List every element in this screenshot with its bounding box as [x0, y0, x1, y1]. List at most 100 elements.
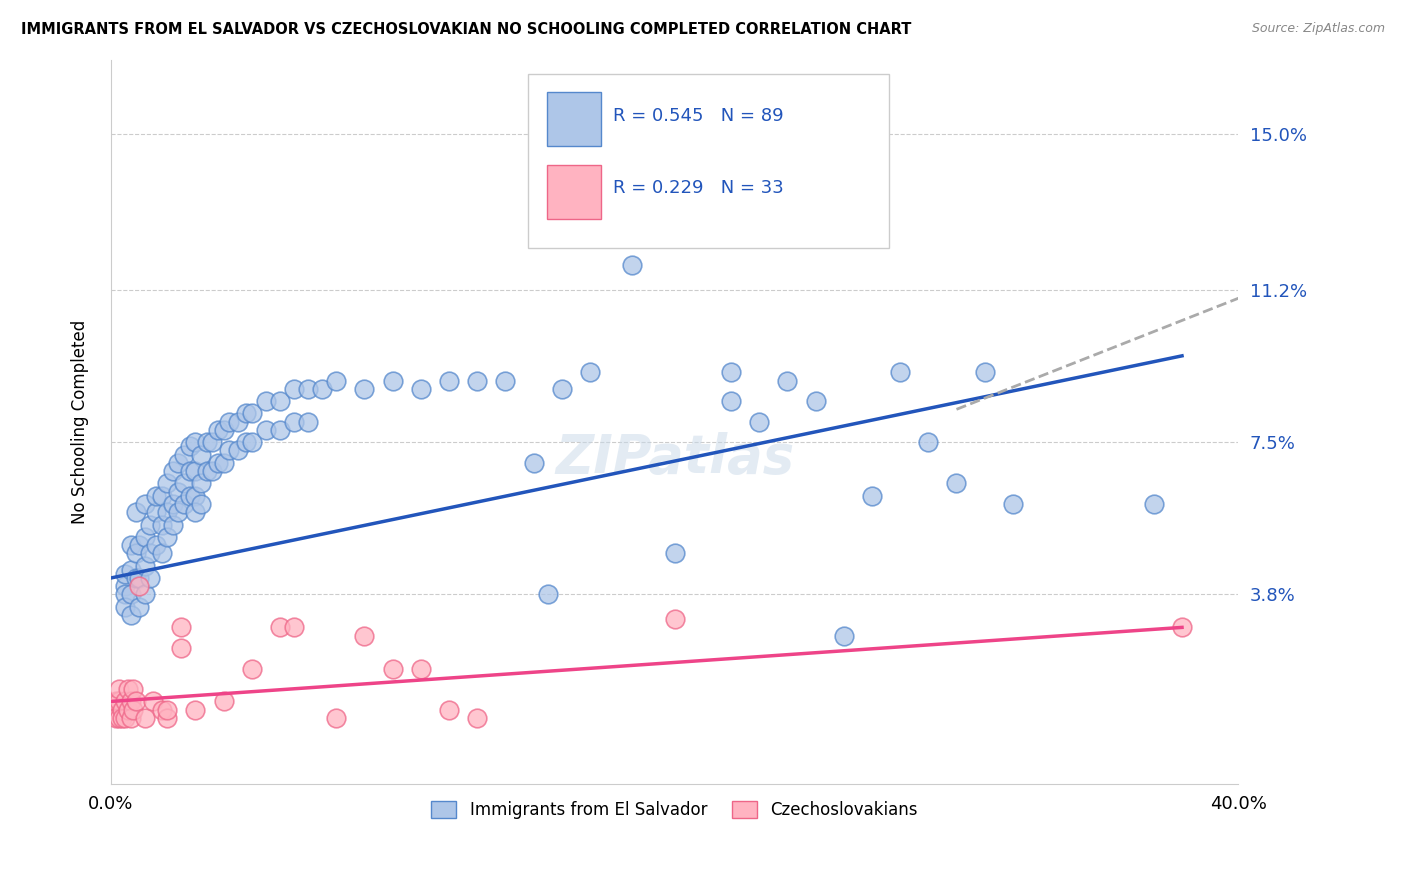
Point: [551, 382, 574, 396]
Point: [150, 489, 173, 503]
Point: [325, 711, 347, 725]
Point: [108, 694, 131, 708]
Point: [120, 563, 142, 577]
Point: [173, 497, 195, 511]
Point: [179, 439, 201, 453]
Text: Source: ZipAtlas.com: Source: ZipAtlas.com: [1251, 22, 1385, 36]
Point: [523, 456, 546, 470]
Point: [579, 365, 602, 379]
FancyBboxPatch shape: [547, 165, 602, 219]
Point: [190, 497, 212, 511]
Point: [162, 517, 184, 532]
Point: [748, 415, 770, 429]
Point: [297, 382, 319, 396]
Point: [776, 374, 799, 388]
Point: [114, 711, 136, 725]
Point: [184, 489, 207, 503]
Point: [142, 694, 165, 708]
Point: [860, 489, 883, 503]
Point: [720, 394, 742, 409]
Point: [114, 579, 136, 593]
Point: [269, 620, 291, 634]
Point: [179, 489, 201, 503]
Point: [105, 694, 128, 708]
Point: [111, 711, 134, 725]
Point: [134, 530, 156, 544]
Point: [184, 464, 207, 478]
Point: [114, 599, 136, 614]
Point: [184, 505, 207, 519]
Point: [117, 682, 139, 697]
Point: [173, 476, 195, 491]
Point: [125, 505, 148, 519]
Point: [226, 415, 249, 429]
Point: [134, 587, 156, 601]
Point: [145, 538, 167, 552]
Point: [195, 464, 218, 478]
Point: [173, 448, 195, 462]
Point: [235, 406, 257, 420]
Point: [297, 415, 319, 429]
Point: [254, 394, 277, 409]
Point: [167, 505, 190, 519]
Point: [283, 382, 305, 396]
Point: [537, 587, 560, 601]
Point: [117, 703, 139, 717]
Point: [139, 571, 162, 585]
Point: [167, 484, 190, 499]
Point: [664, 612, 686, 626]
Point: [170, 620, 193, 634]
Point: [409, 382, 432, 396]
Point: [162, 464, 184, 478]
Point: [114, 566, 136, 581]
Point: [437, 374, 460, 388]
Point: [134, 497, 156, 511]
Point: [465, 374, 488, 388]
Y-axis label: No Schooling Completed: No Schooling Completed: [72, 319, 89, 524]
Point: [128, 538, 150, 552]
Point: [145, 505, 167, 519]
Point: [190, 476, 212, 491]
Point: [128, 571, 150, 585]
Point: [111, 703, 134, 717]
Point: [325, 374, 347, 388]
Point: [134, 711, 156, 725]
Point: [195, 435, 218, 450]
Point: [125, 546, 148, 560]
Point: [120, 694, 142, 708]
Point: [212, 423, 235, 437]
Point: [832, 629, 855, 643]
Point: [179, 464, 201, 478]
Point: [269, 423, 291, 437]
Point: [207, 423, 229, 437]
Point: [122, 703, 145, 717]
Text: ZIPatlas: ZIPatlas: [555, 432, 794, 483]
Point: [437, 703, 460, 717]
Point: [128, 579, 150, 593]
Point: [128, 599, 150, 614]
Point: [190, 448, 212, 462]
Point: [381, 374, 404, 388]
Point: [134, 558, 156, 573]
Point: [804, 394, 827, 409]
Point: [226, 443, 249, 458]
Point: [1171, 620, 1194, 634]
Point: [240, 406, 263, 420]
Legend: Immigrants from El Salvador, Czechoslovakians: Immigrants from El Salvador, Czechoslova…: [425, 795, 925, 826]
Point: [945, 476, 967, 491]
Point: [235, 435, 257, 450]
Point: [114, 694, 136, 708]
Point: [283, 415, 305, 429]
Point: [240, 661, 263, 675]
Point: [409, 661, 432, 675]
Point: [494, 374, 516, 388]
Point: [114, 587, 136, 601]
Point: [156, 703, 179, 717]
Point: [465, 711, 488, 725]
Point: [218, 443, 240, 458]
Point: [150, 517, 173, 532]
FancyBboxPatch shape: [547, 92, 602, 146]
Point: [156, 505, 179, 519]
Point: [201, 435, 224, 450]
Point: [122, 682, 145, 697]
